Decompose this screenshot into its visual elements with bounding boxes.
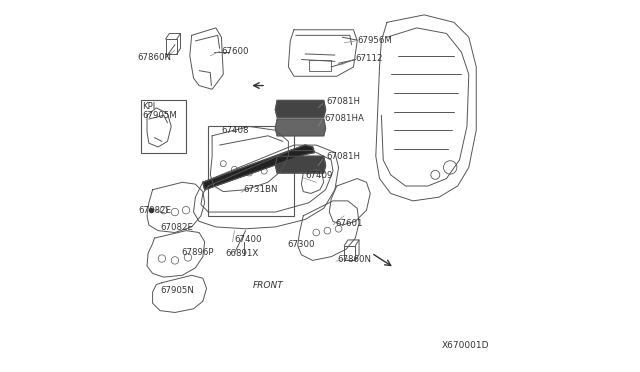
Text: 6731BN: 6731BN: [243, 185, 278, 194]
Text: 67860N: 67860N: [338, 255, 372, 264]
Bar: [309, 60, 331, 71]
Text: 66891X: 66891X: [225, 249, 259, 258]
Text: 67905N: 67905N: [161, 286, 195, 295]
Text: 67956M: 67956M: [357, 36, 392, 45]
Text: 67905M: 67905M: [142, 111, 177, 120]
Text: 67300: 67300: [287, 240, 315, 249]
Polygon shape: [203, 145, 314, 190]
Text: 67409: 67409: [306, 171, 333, 180]
Text: 67081HA: 67081HA: [325, 114, 365, 123]
Text: 67600: 67600: [221, 47, 249, 56]
Polygon shape: [275, 100, 326, 117]
Text: 67082E: 67082E: [161, 223, 194, 232]
Text: 67400: 67400: [234, 235, 262, 244]
Bar: [209, 126, 294, 216]
Text: 67081H: 67081H: [326, 97, 361, 106]
Bar: [141, 100, 186, 153]
Text: 67081H: 67081H: [326, 153, 361, 161]
Text: 67408: 67408: [222, 126, 250, 135]
Text: 67860N: 67860N: [138, 53, 172, 62]
Text: 67082E: 67082E: [138, 206, 172, 215]
Text: 67896P: 67896P: [181, 248, 214, 257]
Text: 67601: 67601: [335, 219, 362, 228]
Text: 67112: 67112: [355, 54, 383, 63]
Text: FRONT: FRONT: [252, 281, 283, 290]
Polygon shape: [275, 156, 326, 173]
Text: KPI: KPI: [142, 102, 156, 110]
Polygon shape: [275, 119, 326, 136]
Text: X670001D: X670001D: [442, 341, 489, 350]
